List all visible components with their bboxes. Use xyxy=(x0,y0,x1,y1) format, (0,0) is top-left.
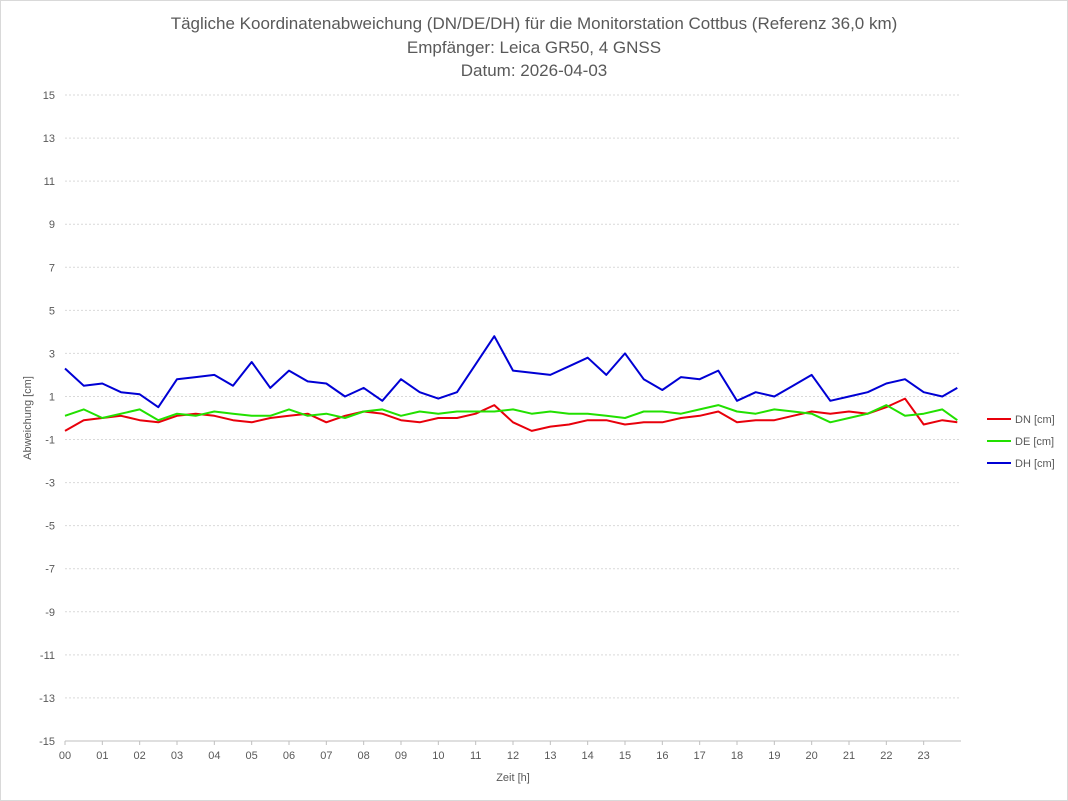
y-tick-label: -7 xyxy=(45,564,55,576)
y-tick-label: 9 xyxy=(49,219,55,231)
x-axis-label: Zeit [h] xyxy=(496,772,530,784)
x-tick-label: 11 xyxy=(470,750,481,762)
x-tick-label: 08 xyxy=(358,750,370,762)
chart-subtitle: Empfänger: Leica GR50, 4 GNSS xyxy=(406,38,662,57)
x-tick-label: 19 xyxy=(768,750,780,762)
y-tick-label: 5 xyxy=(49,305,55,317)
x-tick-label: 07 xyxy=(320,750,332,762)
legend-label-1: DE [cm] xyxy=(1015,436,1054,448)
x-tick-label: 09 xyxy=(395,750,407,762)
x-tick-label: 23 xyxy=(918,750,930,762)
x-tick-label: 00 xyxy=(59,750,71,762)
x-tick-label: 20 xyxy=(806,750,818,762)
x-tick-label: 13 xyxy=(544,750,556,762)
x-tick-label: 12 xyxy=(507,750,519,762)
y-tick-label: -9 xyxy=(45,607,55,619)
series-line-0 xyxy=(64,397,958,432)
y-tick-label: 15 xyxy=(43,90,55,102)
y-tick-label: -11 xyxy=(40,650,55,662)
x-tick-label: 18 xyxy=(731,750,743,762)
y-tick-label: -5 xyxy=(45,521,55,533)
legend-label-2: DH [cm] xyxy=(1015,458,1055,470)
y-tick-label: -1 xyxy=(45,435,55,447)
x-tick-label: 06 xyxy=(283,750,295,762)
x-tick-label: 15 xyxy=(619,750,631,762)
x-tick-label: 14 xyxy=(582,750,594,762)
series-line-2 xyxy=(64,335,958,409)
x-tick-label: 02 xyxy=(134,750,146,762)
legend-label-0: DN [cm] xyxy=(1015,414,1055,426)
chart-date: Datum: 2026-04-03 xyxy=(460,61,608,80)
x-tick-label: 03 xyxy=(171,750,183,762)
x-tick-label: 05 xyxy=(246,750,258,762)
x-tick-label: 10 xyxy=(432,750,444,762)
x-tick-label: 17 xyxy=(694,750,706,762)
y-tick-label: 3 xyxy=(49,348,55,360)
x-tick-label: 22 xyxy=(880,750,892,762)
x-tick-label: 04 xyxy=(208,750,220,762)
x-tick-label: 16 xyxy=(656,750,668,762)
x-tick-label: 01 xyxy=(96,750,108,762)
y-tick-label: -15 xyxy=(39,736,55,748)
y-tick-label: 13 xyxy=(43,133,55,145)
y-tick-label: 7 xyxy=(49,262,55,274)
chart-title: Tägliche Koordinatenabweichung (DN/DE/DH… xyxy=(170,14,898,33)
x-tick-label: 21 xyxy=(843,750,855,762)
y-axis-label: Abweichung [cm] xyxy=(22,376,34,460)
y-tick-label: -3 xyxy=(45,478,55,490)
y-tick-label: 11 xyxy=(44,176,55,188)
series-line-1 xyxy=(64,404,958,424)
y-tick-label: 1 xyxy=(49,391,55,403)
y-tick-label: -13 xyxy=(39,693,55,705)
